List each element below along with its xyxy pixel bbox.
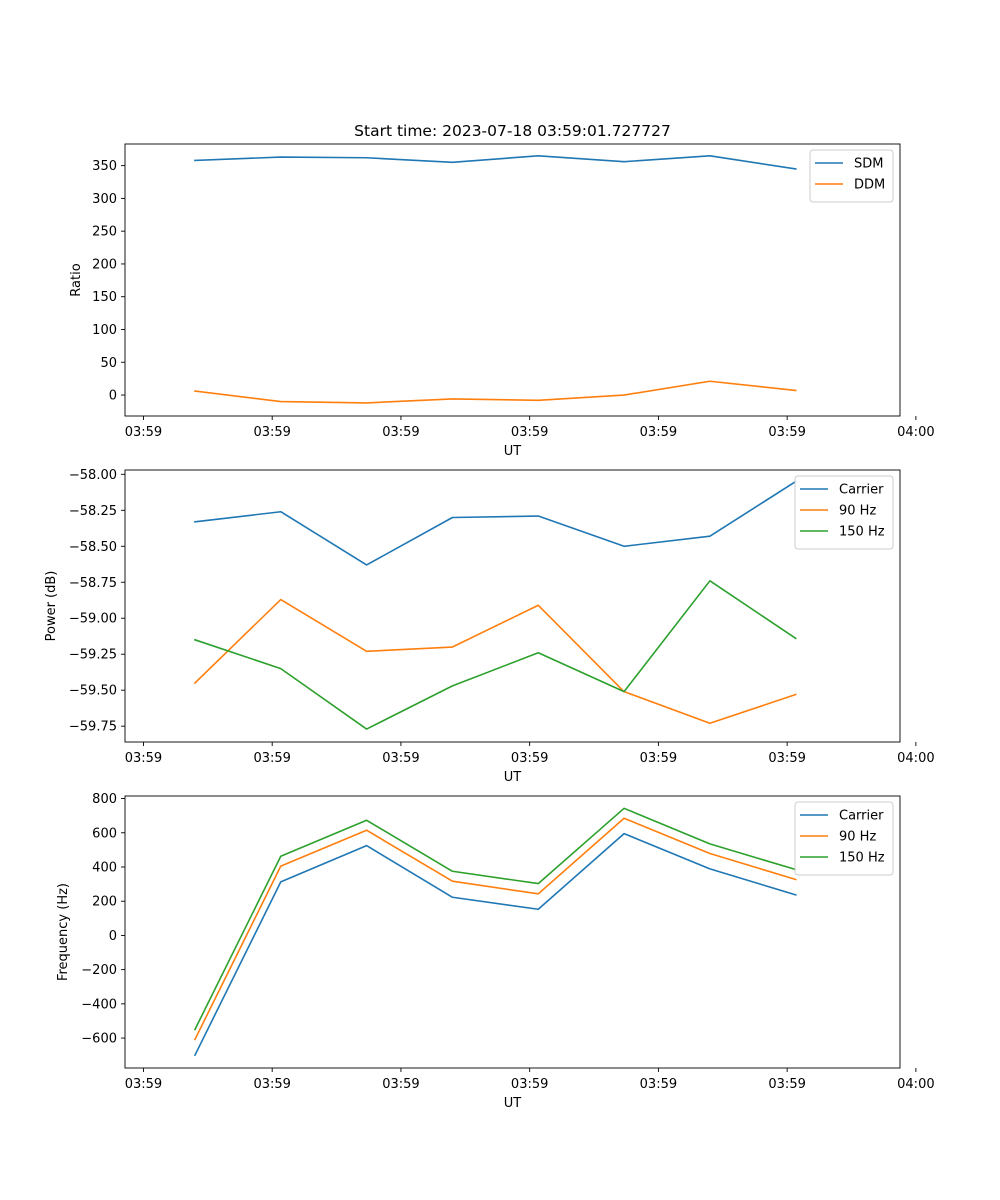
frequency-legend: Carrier 90 Hz 150 Hz [794,801,894,876]
power-x-tick-label: 03:59 [253,751,290,766]
frequency-y-axis-label: Frequency (Hz) [56,883,71,981]
power-series-line-150-hz [193,580,797,730]
ratio-x-tick-label: 03:59 [640,425,677,440]
ratio-x-tick-label: 03:59 [382,425,419,440]
frequency-legend-label: Carrier [839,809,884,824]
frequency-x-tick-label: 03:59 [768,1077,805,1092]
power-y-tick-label: −59.00 [69,612,117,627]
chart-title: Start time: 2023-07-18 03:59:01.727727 [354,122,671,140]
frequency-y-tick-label: −600 [81,1032,117,1047]
frequency-y-tick-label: −400 [81,997,117,1012]
power-x-axis-label: UT [504,770,522,785]
power-legend-label: 150 Hz [839,525,885,540]
ratio-y-tick-label: 300 [92,192,117,207]
frequency-series-line-carrier [193,832,797,1057]
ratio-x-axis-label: UT [504,444,522,459]
frequency-x-tick-label: 03:59 [640,1077,677,1092]
frequency-y-tick-label: −200 [81,963,117,978]
power-legend-label: Carrier [839,483,884,498]
frequency-y-tick-label: 200 [92,895,117,910]
ratio-legend-label: SDM [854,157,883,172]
power-series-line-carrier [194,480,797,566]
panels: 03:59 03:59 03:59 03:59 03:59 03:59 04:00 0 50 10… [44,143,935,1111]
ratio-y-tick-label: 200 [92,257,117,272]
ratio-y-tick-label: 250 [92,225,117,240]
frequency-y-tick-label: 800 [92,792,117,807]
power-y-tick-label: −58.00 [69,468,117,483]
power-y-tick-label: −59.75 [69,720,117,735]
frequency-y-tick-label: 400 [92,860,117,875]
power-series-line-90-hz [193,598,797,725]
power-x-tick-label: 03:59 [640,751,677,766]
ratio-x-tick-label: 04:00 [897,425,934,440]
power-panel: 03:59 03:59 03:59 03:59 03:59 03:59 04:00 −59.7… [44,468,935,785]
ratio-legend-label: DDM [854,178,885,193]
frequency-panel: 03:59 03:59 03:59 03:59 03:59 03:59 04:00 −600 −… [56,792,935,1111]
ratio-y-axis-label: Ratio [69,263,84,296]
ratio-panel: 03:59 03:59 03:59 03:59 03:59 03:59 04:00 0 50 10… [69,143,935,459]
ratio-x-tick-label: 03:59 [511,425,548,440]
frequency-x-tick-label: 04:00 [897,1077,934,1092]
power-x-tick-label: 04:00 [897,751,934,766]
frequency-axes-frame [124,795,901,1069]
power-y-tick-label: −58.50 [69,540,117,555]
frequency-legend-label: 90 Hz [839,830,876,845]
ratio-legend: SDM DDM [809,149,894,203]
ratio-axes-frame [124,143,901,417]
ratio-y-tick-label: 350 [92,159,117,174]
frequency-series-line-150-hz [193,807,797,1031]
power-legend-label: 90 Hz [839,504,876,519]
power-x-tick-label: 03:59 [125,751,162,766]
power-y-tick-label: −59.50 [69,684,117,699]
ratio-y-tick-label: 0 [109,389,117,404]
frequency-legend-label: 150 Hz [839,851,885,866]
frequency-y-tick-label: 600 [92,826,117,841]
power-x-tick-label: 03:59 [768,751,805,766]
frequency-x-tick-label: 03:59 [125,1077,162,1092]
ratio-y-tick-label: 50 [100,356,117,371]
power-y-tick-label: −58.75 [69,576,117,591]
ratio-x-tick-label: 03:59 [253,425,290,440]
power-y-axis-label: Power (dB) [44,571,59,642]
frequency-x-tick-label: 03:59 [253,1077,290,1092]
power-y-tick-label: −59.25 [69,648,117,663]
ratio-series-line-sdm [194,155,797,170]
ratio-x-tick-label: 03:59 [125,425,162,440]
power-x-tick-label: 03:59 [511,751,548,766]
power-legend: Carrier 90 Hz 150 Hz [794,475,894,550]
frequency-series-line-90-hz [193,817,797,1041]
power-y-tick-label: −58.25 [69,504,117,519]
frequency-x-axis-label: UT [504,1096,522,1111]
frequency-y-tick-label: 0 [109,929,117,944]
power-axes-frame [124,469,901,743]
power-x-tick-label: 03:59 [382,751,419,766]
ratio-y-tick-label: 150 [92,290,117,305]
ratio-y-tick-label: 100 [92,323,117,338]
ratio-x-tick-label: 03:59 [768,425,805,440]
ratio-series-line-ddm [194,380,797,404]
frequency-x-tick-label: 03:59 [382,1077,419,1092]
frequency-x-tick-label: 03:59 [511,1077,548,1092]
